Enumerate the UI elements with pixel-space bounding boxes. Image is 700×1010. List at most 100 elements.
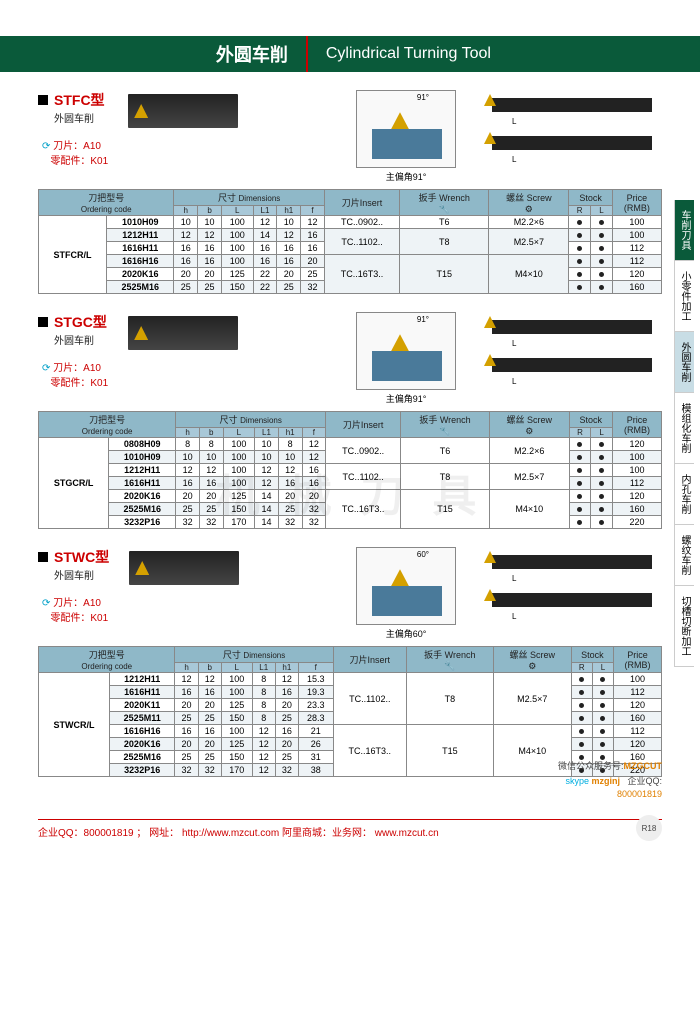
cell-dim: 10 (199, 451, 223, 464)
cell-wrench: T15 (406, 725, 493, 777)
cell-dim: 38 (298, 764, 333, 777)
side-tab[interactable]: 模组化车削 (674, 393, 694, 464)
cell-dim: 100 (221, 673, 252, 686)
cell-dim: 12 (278, 464, 302, 477)
cell-dim: 16 (253, 242, 277, 255)
cell-dim: 20 (199, 490, 223, 503)
th-insert: 刀片Insert (324, 190, 399, 216)
cell-price: 120 (613, 490, 662, 503)
cell-dim: 25 (175, 751, 198, 764)
cell-dim: 20 (198, 738, 221, 751)
th-dim-b: b (199, 428, 223, 438)
side-view-2: L (462, 350, 662, 386)
th-insert: 刀片Insert (333, 647, 406, 673)
th-dim: 尺寸 Dimensions (176, 412, 326, 428)
cell-code: 2020K16 (107, 268, 174, 281)
cell-wrench: T8 (401, 464, 490, 490)
cell-dim: 16 (253, 255, 277, 268)
cell-stock-r (569, 242, 591, 255)
cell-screw: M4×10 (489, 490, 569, 529)
cell-dim: 20 (198, 699, 221, 712)
table-row: 1616H16 1616100161620 TC..16T3.. T15 M4×… (39, 255, 662, 268)
cell-dim: 25 (277, 281, 301, 294)
cell-dim: 12 (176, 464, 200, 477)
cell-dim: 12 (277, 229, 301, 242)
cell-stock-l (591, 438, 613, 451)
cell-stock-l (591, 451, 613, 464)
cell-price: 112 (614, 725, 662, 738)
th-dim-h1: h1 (275, 663, 298, 673)
cell-stock-r (571, 673, 592, 686)
cell-stock-l (591, 477, 613, 490)
side-tab[interactable]: 切槽切断加工 (674, 586, 694, 667)
cell-code: 1212H11 (109, 673, 175, 686)
cell-dim: 16 (198, 725, 221, 738)
model-sub: 外圆车削 (54, 332, 108, 347)
bullet-icon (38, 317, 48, 327)
cell-stock-l (591, 229, 613, 242)
cell-stock-r (569, 477, 591, 490)
cell-dim: 12 (255, 464, 279, 477)
cell-stock-l (591, 242, 613, 255)
cell-dim: 16 (301, 242, 325, 255)
cell-screw: M2.5×7 (489, 229, 569, 255)
cell-dim: 125 (221, 738, 252, 751)
spec-table-stgc: 刀把型号Ordering code 尺寸 Dimensions 刀片Insert… (38, 411, 662, 529)
th-insert: 刀片Insert (326, 412, 401, 438)
cell-dim: 150 (223, 503, 255, 516)
th-dim-h: h (174, 206, 198, 216)
cell-code: 1010H09 (109, 451, 176, 464)
blade-info: ⟳ 刀片：A10 零配件：K01 (42, 137, 108, 167)
cell-dim: 23.3 (298, 699, 333, 712)
cell-dim: 10 (255, 438, 279, 451)
bullet-icon (38, 552, 48, 562)
table-row: 1212H11 1212100121216 TC..1102.. T8 M2.5… (39, 464, 662, 477)
spec-table-stfc: 刀把型号Ordering code 尺寸 Dimensions 刀片Insert… (38, 189, 662, 294)
th-dim-h1: h1 (278, 428, 302, 438)
side-tab[interactable]: 内孔车削 (674, 464, 694, 525)
th-stock-L: L (591, 206, 613, 216)
cell-stock-r (571, 686, 592, 699)
qq-label: 企业QQ: (627, 776, 662, 786)
cell-stock-l (592, 686, 613, 699)
side-tab[interactable]: 外圆车削 (674, 332, 694, 393)
cell-wrench: T6 (400, 216, 489, 229)
th-order: 刀把型号Ordering code (39, 412, 176, 438)
cell-dim: 8 (252, 673, 275, 686)
cell-dim: 25 (198, 712, 221, 725)
cell-stock-l (591, 490, 613, 503)
cell-price: 220 (613, 516, 662, 529)
cell-dim: 16 (277, 242, 301, 255)
th-dim-h1: h1 (277, 206, 301, 216)
side-view-1: L (462, 90, 662, 126)
table-row: STFCR/L 1010H09 1010100121012 TC..0902..… (39, 216, 662, 229)
side-tab[interactable]: 螺纹车削 (674, 525, 694, 586)
cell-insert: TC..1102.. (326, 464, 401, 490)
cell-dim: 20 (278, 490, 302, 503)
cell-dim: 12 (255, 477, 279, 490)
cell-dim: 32 (302, 516, 326, 529)
cell-stock-l (592, 712, 613, 725)
cell-dim: 150 (221, 751, 252, 764)
cell-dim: 16 (275, 725, 298, 738)
th-stock-R: R (571, 663, 592, 673)
cell-dim: 15.3 (298, 673, 333, 686)
cell-wrench: T6 (401, 438, 490, 464)
cell-dim: 8 (176, 438, 200, 451)
side-tab[interactable]: 车削刀具 (674, 200, 694, 261)
table-row: 1212H11 1212100141216 TC..1102.. T8 M2.5… (39, 229, 662, 242)
angle-diagram: 60° (356, 547, 456, 625)
cell-dim: 16 (175, 686, 198, 699)
cell-dim: 12 (253, 216, 277, 229)
section-stgc: STGC型 外圆车削 ⟳ 刀片：A10 零配件：K01 91° 主偏角91° L… (38, 312, 662, 529)
model-title: STGC型 (54, 312, 107, 332)
cell-dim: 25 (278, 503, 302, 516)
cell-dim: 22 (253, 268, 277, 281)
cell-dim: 100 (223, 464, 255, 477)
cell-stock-l (592, 725, 613, 738)
cell-wrench: T8 (406, 673, 493, 725)
cell-stock-r (569, 516, 591, 529)
cell-dim: 170 (223, 516, 255, 529)
cell-insert: TC..0902.. (326, 438, 401, 464)
side-tab[interactable]: 小零件加工 (674, 261, 694, 332)
